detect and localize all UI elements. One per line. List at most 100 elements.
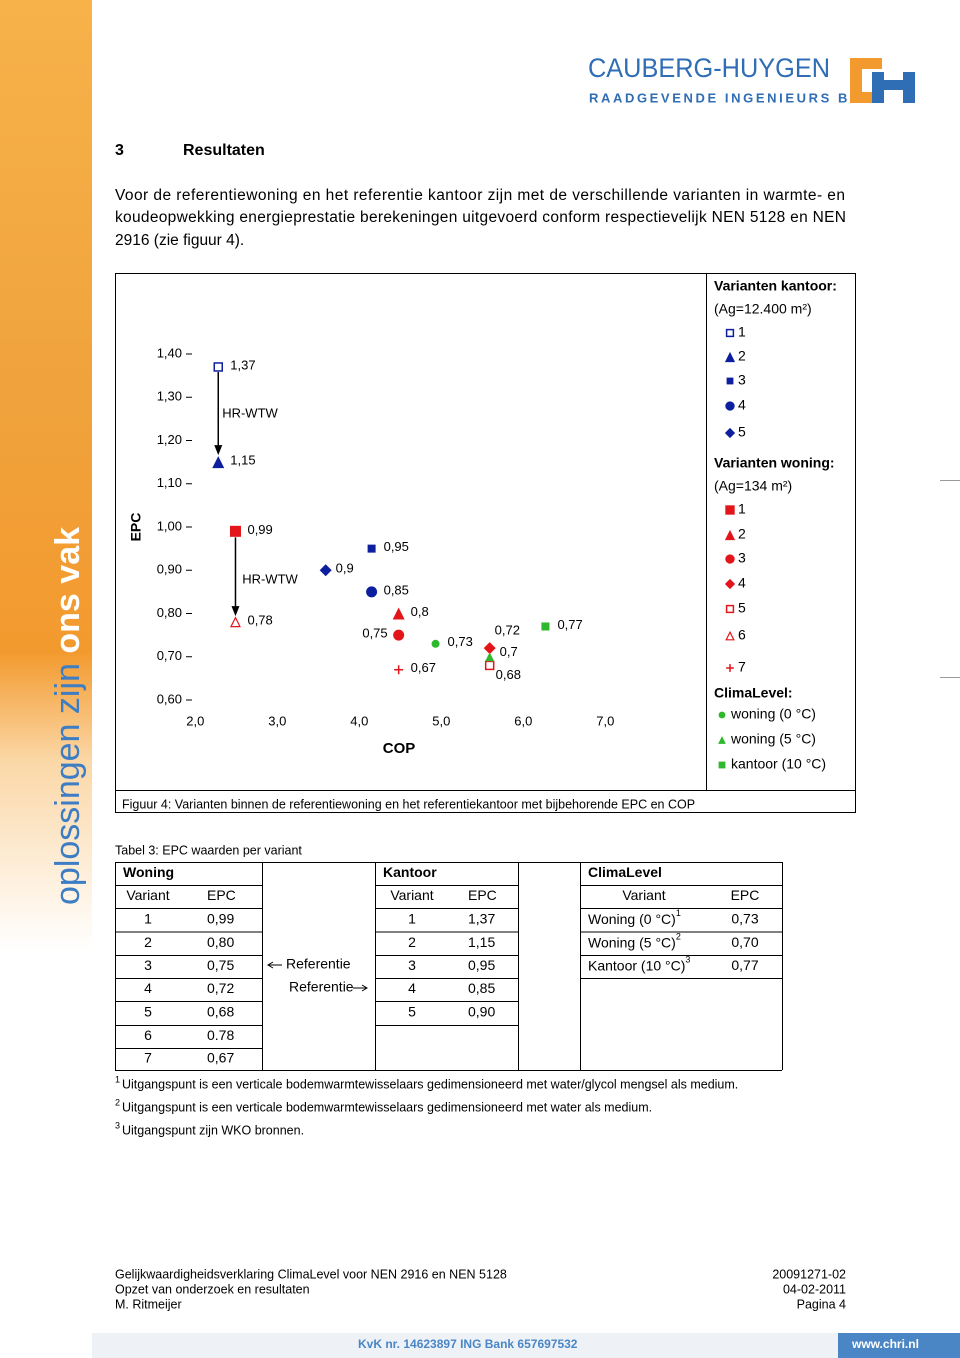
legend-marker xyxy=(724,578,736,590)
legend-marker xyxy=(724,351,736,363)
figure-frame xyxy=(115,273,856,813)
legend-marker xyxy=(725,505,735,515)
y-tick-label: 0,70 xyxy=(157,648,182,663)
table-cell: 0,70 xyxy=(731,934,758,950)
company-tagline: RAADGEVENDE INGENIEURS BV xyxy=(589,90,861,105)
table-cell: 1,37 xyxy=(468,910,495,926)
table-cell: EPC xyxy=(468,887,497,903)
table-cell: EPC xyxy=(207,887,236,903)
legend-label: 3 xyxy=(738,372,746,388)
website-box xyxy=(838,1333,960,1358)
data-point xyxy=(394,665,404,675)
y-tick-label: 1,40 xyxy=(157,345,182,360)
footnote-mark: 1 xyxy=(115,1074,120,1084)
data-point xyxy=(213,362,224,372)
y-tick-label: 0,60 xyxy=(157,691,182,706)
legend-label: 3 xyxy=(738,550,746,566)
value-label: 0,8 xyxy=(411,604,429,619)
legend-label: 1 xyxy=(738,501,746,517)
x-axis-label: COP xyxy=(383,740,416,757)
value-label: 0,73 xyxy=(448,634,473,649)
slogan-light: oplossingen zijn xyxy=(49,654,87,905)
value-label: 1,15 xyxy=(230,453,255,468)
y-tick-label: 1,10 xyxy=(157,475,182,490)
arrow-head xyxy=(231,606,240,617)
legend-marker xyxy=(725,328,735,338)
paragraph-line: 2916 (zie figuur 4). xyxy=(115,232,244,249)
value-label: 0,77 xyxy=(557,617,582,632)
table-cell: 0,95 xyxy=(468,957,495,973)
table-cell: Referentie xyxy=(289,979,354,995)
table-cell: Woning (0 °C)1 xyxy=(588,908,681,926)
table-cell: 0.78 xyxy=(207,1027,234,1043)
y-tick-label: 1,20 xyxy=(157,432,182,447)
table-cell: 0,67 xyxy=(207,1050,234,1066)
table-cell: 0,73 xyxy=(731,910,758,926)
table-cell: 0,90 xyxy=(468,1004,495,1020)
x-tick-label: 7,0 xyxy=(596,713,614,728)
table-cell: 0,68 xyxy=(207,1004,234,1020)
legend-label: 4 xyxy=(738,575,746,591)
value-label: 0,99 xyxy=(247,522,272,537)
data-point xyxy=(230,616,241,628)
footer-right: 04-02-2011 xyxy=(783,1282,846,1296)
table-cell: 7 xyxy=(144,1050,152,1066)
table-cell: 2 xyxy=(408,934,416,950)
table-cell: 5 xyxy=(144,1004,152,1020)
data-point xyxy=(229,525,241,537)
x-tick-label: 5,0 xyxy=(432,713,450,728)
table-cell: 0,75 xyxy=(207,957,234,973)
note-ref: 2 xyxy=(676,932,681,942)
footer-left: Opzet van onderzoek en resultaten xyxy=(115,1282,310,1296)
table-cell: 0,85 xyxy=(468,980,495,996)
y-tick-label: 1,00 xyxy=(157,518,182,533)
table-cell: 4 xyxy=(144,980,152,996)
data-point xyxy=(485,652,495,662)
data-point xyxy=(392,607,405,620)
table-cell: 0,99 xyxy=(207,910,234,926)
table-cell: Woning (5 °C)2 xyxy=(588,932,681,950)
reference-arrow xyxy=(353,984,368,992)
legend-marker xyxy=(725,604,735,614)
table-cell: 0,80 xyxy=(207,934,234,950)
value-label: 0,85 xyxy=(384,582,409,597)
table-cell: 0,77 xyxy=(731,957,758,973)
figure-caption: Figuur 4: Varianten binnen de referentie… xyxy=(122,797,695,811)
legend-label: 2 xyxy=(738,526,746,542)
note-ref: 1 xyxy=(676,908,681,918)
data-point xyxy=(484,660,495,671)
footer-left: Gelijkwaardigheidsverklaring ClimaLevel … xyxy=(115,1267,507,1281)
table-cell: 3 xyxy=(144,957,152,973)
y-tick-label: 0,90 xyxy=(157,562,182,577)
data-point xyxy=(366,586,378,598)
legend-label: kantoor (10 °C) xyxy=(731,756,826,772)
data-point xyxy=(541,622,550,631)
footnote-mark: 3 xyxy=(115,1120,120,1130)
data-point xyxy=(319,564,332,577)
table-cell: Variant xyxy=(390,887,433,903)
x-tick-label: 4,0 xyxy=(350,713,368,728)
registration: KvK nr. 14623897 ING Bank 657697532 xyxy=(358,1337,578,1351)
data-point xyxy=(367,544,376,553)
annotation: HR-WTW xyxy=(222,405,278,420)
x-tick-label: 3,0 xyxy=(268,713,286,728)
legend-marker xyxy=(725,401,735,411)
cell-text: Woning (0 °C) xyxy=(588,910,676,926)
reference-arrow xyxy=(267,961,282,969)
legend-marker xyxy=(718,711,726,719)
footer-right: Pagina 4 xyxy=(797,1297,846,1311)
legend-label: 7 xyxy=(738,659,746,675)
data-point xyxy=(212,456,225,469)
table-cell: Referentie xyxy=(286,956,351,972)
footer-right: 20091271-02 xyxy=(772,1267,846,1281)
legend-label: 2 xyxy=(738,348,746,364)
logo xyxy=(850,58,915,103)
legend-label: 5 xyxy=(738,600,746,616)
website: www.chri.nl xyxy=(851,1337,919,1351)
table-cell: 0,72 xyxy=(207,980,234,996)
y-tick-label: 0,80 xyxy=(157,605,182,620)
table-cell: 1 xyxy=(144,910,152,926)
sidebar-band xyxy=(0,0,92,1358)
